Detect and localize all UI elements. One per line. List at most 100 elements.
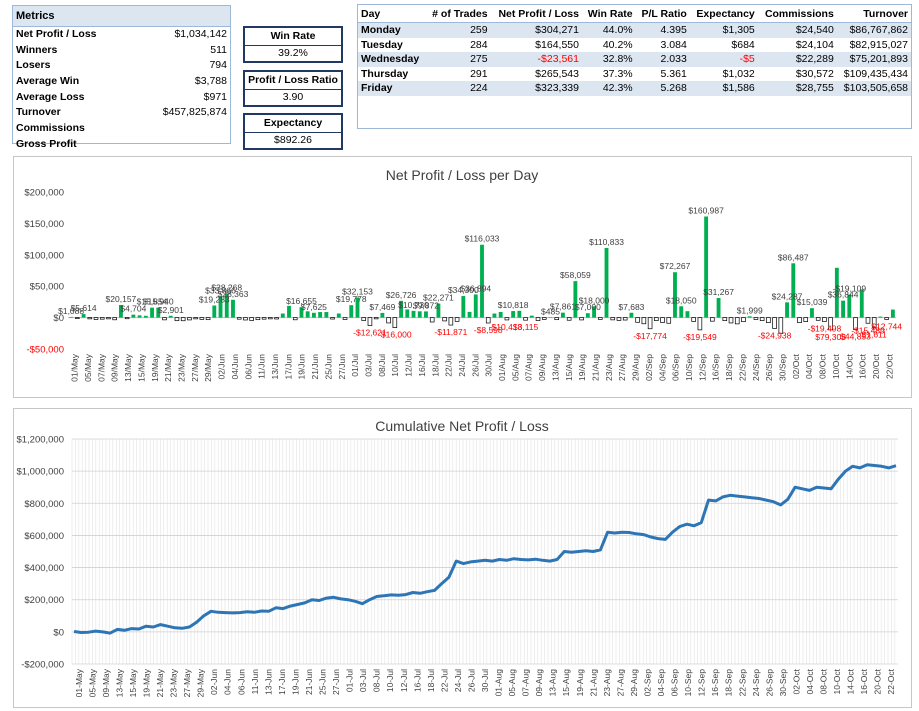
commissions-cell: $22,289 — [757, 52, 837, 67]
bar — [511, 311, 516, 318]
bar — [342, 317, 348, 320]
x-tick-label: 24-Jul — [453, 669, 463, 692]
bar — [871, 317, 877, 328]
x-tick-label: 21-May — [155, 668, 165, 697]
x-tick-label: 30/Jul — [484, 354, 494, 377]
pl-ratio-cell: 2.033 — [635, 52, 690, 67]
chart-title: Cumulative Net Profit / Loss — [375, 418, 549, 434]
x-tick-label: 27/Aug — [617, 354, 627, 381]
x-tick-label: 10-Jul — [385, 669, 395, 692]
data-label: -$19,109 — [833, 283, 867, 293]
x-tick-label: 02-Jun — [209, 669, 219, 695]
x-tick-label: 22/Jul — [444, 354, 454, 377]
bar — [143, 315, 148, 318]
x-tick-label: 16-Oct — [859, 668, 869, 694]
x-tick-label: 17/Jun — [283, 354, 293, 380]
data-label: $31,267 — [703, 287, 734, 297]
bar — [616, 317, 622, 321]
x-tick-label: 18/Sep — [724, 354, 734, 381]
metric-value: $3,788 — [194, 75, 227, 88]
x-tick-label: 01/Aug — [497, 354, 507, 381]
bar — [566, 317, 572, 321]
expectancy-cell: $684 — [731, 38, 755, 51]
x-tick-label: 27-Jun — [331, 669, 341, 695]
y-tick-label: $100,000 — [24, 250, 64, 261]
table-row: Friday 224 $323,339 42.3% 5.268 $1,586 $28,755… — [358, 81, 911, 96]
data-label: $15,854 — [137, 297, 168, 307]
data-label: -$11,871 — [434, 327, 467, 337]
bar — [174, 317, 180, 322]
daily-pl-chart: Net Profit / Loss per Day -$50,000 $0 $50,0… — [13, 156, 912, 398]
bar — [797, 317, 802, 323]
bar — [728, 317, 734, 324]
bar — [467, 311, 472, 318]
bar — [112, 317, 117, 321]
data-label: $36,894 — [460, 283, 491, 293]
data-label: $7,625 — [301, 302, 327, 312]
col-turnover: Turnover — [836, 5, 911, 23]
x-tick-label: 11/Jun — [257, 354, 267, 379]
col-trades: # of Trades — [425, 5, 491, 23]
data-label: $160,987 — [688, 206, 724, 216]
data-label: -$19,549 — [683, 332, 717, 342]
bar — [890, 309, 895, 318]
x-tick-label: 09/Aug — [537, 354, 547, 381]
x-tick-label: 11-Jun — [250, 669, 260, 695]
y-tick-label: $150,000 — [24, 219, 64, 230]
data-label: $1,088 — [58, 306, 84, 316]
data-label: $18,000 — [579, 295, 610, 305]
x-tick-label: 04/Sep — [657, 354, 667, 381]
win-rate-title: Win Rate — [245, 28, 341, 46]
x-tick-label: 04-Oct — [805, 668, 815, 694]
x-tick-label: 18-Sep — [724, 669, 734, 697]
metric-label: Gross Profit — [16, 137, 77, 150]
bar — [405, 309, 410, 318]
bar — [548, 317, 553, 318]
x-tick-label: 26/Jul — [470, 354, 480, 377]
data-label: $58,059 — [560, 270, 591, 280]
data-label: $5,614 — [71, 303, 97, 313]
bar — [822, 317, 827, 322]
pl-ratio-card: Profit / Loss Ratio 3.90 — [243, 70, 343, 107]
bar — [685, 311, 690, 318]
data-label: $38,268 — [211, 283, 242, 293]
data-label: -$24,938 — [758, 330, 792, 340]
x-tick-label: 01/Jul — [350, 354, 360, 377]
bar — [324, 312, 329, 318]
x-tick-label: 13/Jun — [270, 354, 280, 380]
data-label: -$19,498 — [808, 324, 842, 334]
bar — [541, 317, 547, 320]
expectancy-cell: -$5 — [689, 52, 758, 67]
bar — [834, 267, 839, 318]
bar — [442, 317, 447, 322]
x-tick-label: 19-Aug — [575, 669, 585, 697]
x-tick-label: 13-Aug — [548, 669, 558, 697]
bar — [772, 317, 777, 329]
x-tick-label: 16-Jul — [412, 669, 422, 692]
metric-label: Commissions — [16, 122, 85, 135]
bar — [218, 296, 223, 318]
x-tick-label: 27-Aug — [615, 669, 625, 697]
bar — [448, 317, 454, 326]
bar — [585, 313, 590, 318]
x-tick-label: 08-Oct — [819, 668, 829, 694]
data-label: $79,303 — [815, 332, 846, 342]
x-tick-label: 19/Jun — [297, 354, 307, 380]
data-label: $44,853 — [840, 332, 871, 342]
win-rate-cell: 42.3% — [581, 81, 636, 96]
x-tick-label: 12/Sep — [697, 354, 707, 381]
x-tick-label: 25-Jun — [318, 669, 328, 695]
day-of-week-table: Day # of Trades Net Profit / Loss Win Ra… — [357, 4, 912, 129]
expectancy-cell: $1,032 — [722, 67, 755, 80]
bar — [865, 317, 871, 324]
turnover-cell: $82,915,027 — [849, 38, 908, 51]
metric-label: Losers — [16, 59, 51, 72]
data-label: -$16,000 — [378, 330, 412, 340]
bar — [647, 317, 653, 330]
win-rate-value: 39.2% — [278, 47, 308, 59]
bar — [99, 317, 105, 320]
data-label: $9,872 — [413, 300, 439, 310]
bar — [287, 305, 291, 318]
pl-ratio-cell: 4.395 — [635, 22, 690, 38]
pl-ratio-value: 3.90 — [282, 91, 304, 103]
